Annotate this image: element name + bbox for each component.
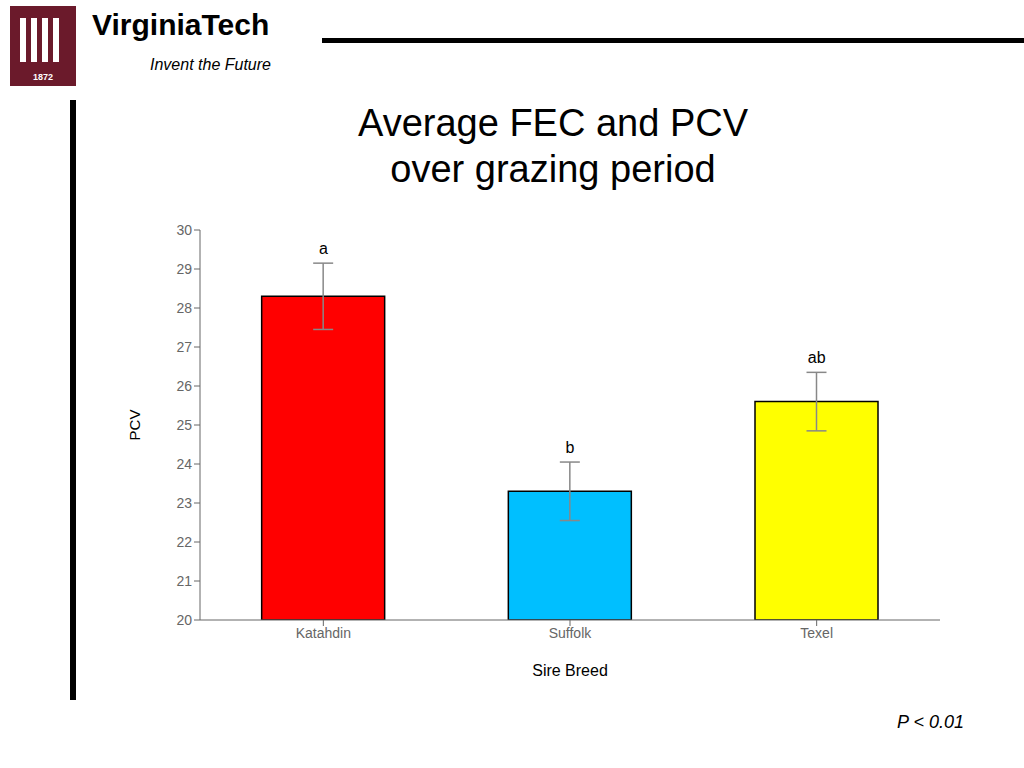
svg-text:Texel: Texel — [800, 625, 833, 641]
svg-text:Katahdin: Katahdin — [296, 625, 351, 641]
html-text:P < 0.01: P < 0.01 — [897, 712, 964, 732]
svg-text:Sire Breed: Sire Breed — [532, 662, 608, 679]
svg-text:22: 22 — [176, 534, 192, 550]
svg-text:25: 25 — [176, 417, 192, 433]
svg-text:b: b — [566, 439, 575, 456]
svg-text:Suffolk: Suffolk — [549, 625, 593, 641]
svg-text:30: 30 — [176, 222, 192, 238]
svg-text:23: 23 — [176, 495, 192, 511]
html-text:VirginiaTech: VirginiaTech — [92, 8, 270, 41]
svg-text:PCV: PCV — [126, 410, 143, 441]
svg-text:28: 28 — [176, 300, 192, 316]
html-text:over grazing period: over grazing period — [390, 148, 716, 190]
html-text:1872: 1872 — [33, 72, 53, 82]
svg-text:27: 27 — [176, 339, 192, 355]
html-text:Invent the Future: Invent the Future — [150, 56, 271, 73]
svg-text:21: 21 — [176, 573, 192, 589]
svg-text:a: a — [319, 240, 328, 257]
svg-text:20: 20 — [176, 612, 192, 628]
svg-text:ab: ab — [808, 349, 826, 366]
html-text:Average FEC and PCV: Average FEC and PCV — [358, 102, 748, 144]
svg-text:24: 24 — [176, 456, 192, 472]
svg-text:29: 29 — [176, 261, 192, 277]
svg-text:26: 26 — [176, 378, 192, 394]
